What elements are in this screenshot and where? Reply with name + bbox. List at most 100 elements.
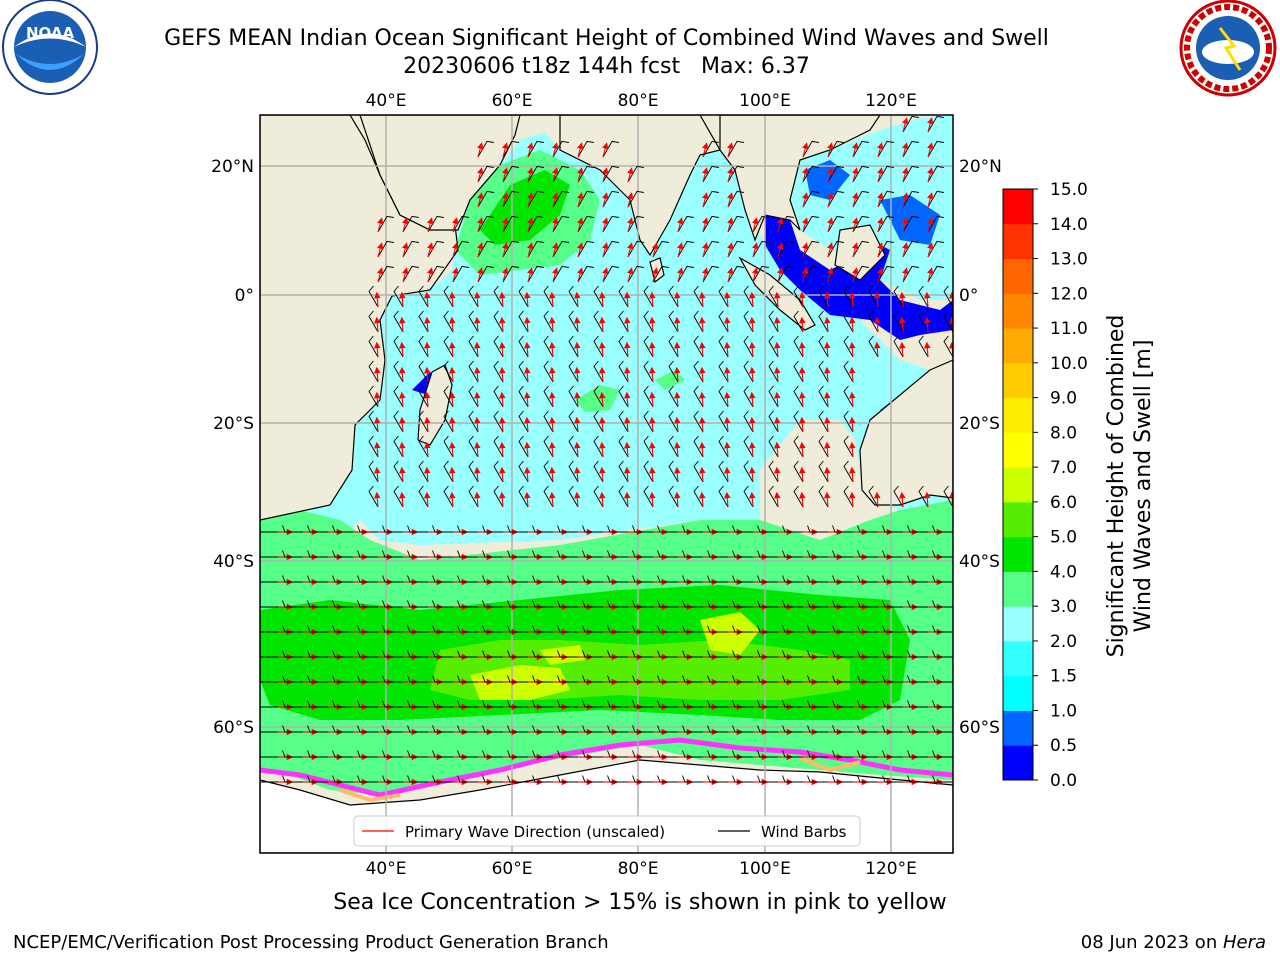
wind-barb xyxy=(368,460,379,483)
wind-barb xyxy=(382,775,403,783)
wind-barb xyxy=(468,485,479,508)
wind-barb xyxy=(927,265,944,283)
wind-barb xyxy=(482,650,503,658)
wave-direction-arrow xyxy=(698,491,706,508)
wind-barb xyxy=(732,650,753,658)
wave-direction-arrow xyxy=(648,416,656,433)
wind-barb xyxy=(707,575,728,583)
wind-barb xyxy=(857,550,878,558)
right-axis: 20°N 0° 20°S 40°S 60°S xyxy=(959,157,1002,738)
wave-direction-arrow xyxy=(773,316,781,333)
wind-barb xyxy=(282,750,303,758)
wave-direction-arrow xyxy=(748,466,756,483)
wave-direction-arrow xyxy=(673,366,681,383)
wind-barb xyxy=(418,460,429,483)
wind-barb xyxy=(393,360,404,383)
wave-direction-arrow xyxy=(802,242,809,258)
wind-barb xyxy=(493,435,504,458)
wind-barb xyxy=(882,725,903,733)
wind-barb xyxy=(818,360,829,383)
wind-barb xyxy=(643,485,654,508)
wind-barb xyxy=(632,600,653,608)
wave-direction-arrow xyxy=(523,491,531,508)
southeast-green xyxy=(900,500,953,565)
wind-barb xyxy=(507,675,528,683)
wind-barb xyxy=(793,360,804,383)
wave-direction-arrow xyxy=(802,217,809,233)
wave-direction-arrow xyxy=(477,192,484,208)
wave-direction-arrow xyxy=(452,242,459,258)
wind-barb xyxy=(757,750,778,758)
wind-barb xyxy=(932,700,953,708)
wave-direction-arrow xyxy=(373,466,381,483)
wave-direction-arrow xyxy=(798,416,806,433)
wind-barb xyxy=(418,335,429,358)
wave-direction-arrow xyxy=(723,366,731,383)
wind-barb xyxy=(852,165,869,183)
wind-barb xyxy=(507,700,528,708)
wind-barb xyxy=(782,600,803,608)
wind-barb xyxy=(793,335,804,358)
wind-barb xyxy=(427,240,444,258)
wave-direction-arrow xyxy=(573,466,581,483)
wind-barb xyxy=(843,285,854,308)
wave-direction-arrow xyxy=(823,291,831,308)
wind-barb xyxy=(477,215,494,233)
wind-barb xyxy=(902,115,919,133)
wind-barb xyxy=(577,265,594,283)
wind-barb xyxy=(357,625,378,633)
colorbar-tick-label: 1.0 xyxy=(1050,701,1077,721)
wind-barb xyxy=(332,550,353,558)
wind-barb xyxy=(432,750,453,758)
wind-barb xyxy=(932,600,953,608)
wind-barb xyxy=(752,265,769,283)
wind-barb xyxy=(668,485,679,508)
wind-barb xyxy=(877,140,894,158)
wave-direction-arrow xyxy=(723,341,731,358)
wind-barb xyxy=(952,156,953,157)
wave-direction-arrow xyxy=(902,167,909,183)
wind-barb xyxy=(727,165,744,183)
wave-direction-arrow xyxy=(623,466,631,483)
wind-barb xyxy=(932,775,953,783)
wind-barb xyxy=(443,435,454,458)
wind-barb xyxy=(632,525,653,533)
wind-barb xyxy=(357,600,378,608)
wave-direction-arrow xyxy=(873,341,881,358)
wave-direction-arrow xyxy=(623,366,631,383)
wind-barb xyxy=(527,190,544,208)
wave-direction-arrow xyxy=(448,366,456,383)
wave-direction-arrow xyxy=(877,267,884,283)
wind-barb xyxy=(732,550,753,558)
wind-barb xyxy=(418,285,429,308)
colorbar-segment xyxy=(1003,571,1033,607)
wind-barb xyxy=(507,650,528,658)
wave-direction-arrow xyxy=(373,316,381,333)
wind-barb xyxy=(407,650,428,658)
colorbar-segment xyxy=(1003,640,1033,677)
wind-barb xyxy=(593,335,604,358)
wind-barb xyxy=(602,165,619,183)
wave-direction-arrow xyxy=(373,491,381,508)
wind-barb xyxy=(368,485,379,508)
colorbar-segment xyxy=(1003,745,1033,781)
wind-barb xyxy=(927,140,944,158)
wave-direction-arrow xyxy=(398,441,406,458)
top-tick: 80°E xyxy=(618,91,659,111)
wind-barb xyxy=(407,700,428,708)
wind-barb xyxy=(882,750,903,758)
wave-direction-arrow xyxy=(502,217,509,233)
wind-barb xyxy=(693,360,704,383)
wave-direction-arrow xyxy=(502,167,509,183)
wave-direction-arrow xyxy=(523,416,531,433)
wave-direction-arrow xyxy=(777,267,784,283)
wave-direction-arrow xyxy=(648,391,656,408)
wave-direction-arrow xyxy=(623,291,631,308)
wave-direction-arrow xyxy=(527,217,534,233)
wind-barb xyxy=(577,215,594,233)
wave-direction-arrow xyxy=(827,192,834,208)
wind-barb xyxy=(493,285,504,308)
wind-barb xyxy=(377,265,394,283)
wave-direction-arrow xyxy=(648,316,656,333)
wind-barb xyxy=(577,240,594,258)
